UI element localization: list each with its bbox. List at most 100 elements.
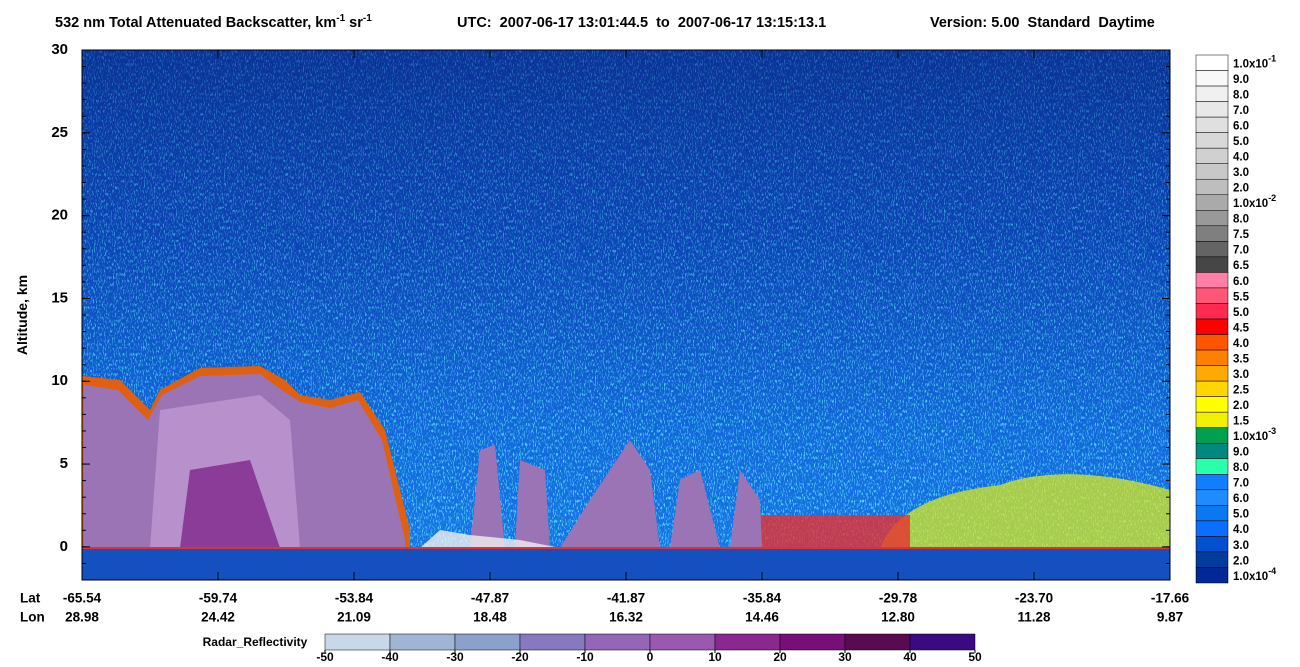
colorbar-box: [1195, 210, 1229, 227]
colorbar-label: 6.0: [1233, 493, 1249, 505]
colorbar-box: [1195, 489, 1229, 506]
radar-tick-label: 20: [773, 650, 787, 664]
colorbar-label: 1.0x10-1: [1233, 54, 1276, 71]
colorbar-box: [1195, 349, 1229, 366]
colorbar-label: 5.0: [1233, 136, 1249, 148]
colorbar-label: 2.0: [1233, 555, 1249, 567]
radar-tick-label: 30: [838, 650, 852, 664]
colorbar-box: [1195, 551, 1229, 568]
title-version: Version: 5.00 Standard Daytime: [930, 15, 1155, 31]
colorbar-label: 6.0: [1233, 120, 1249, 132]
cloud: [470, 440, 762, 548]
radar-colorbar-box: [584, 633, 651, 651]
colorbar-label: 4.5: [1233, 322, 1250, 334]
colorbar-label: 3.0: [1233, 167, 1249, 179]
colorbar-label: 4.0: [1233, 152, 1249, 164]
title: 532 nm Total Attenuated Backscatter, km-…: [55, 13, 1155, 31]
x-row-name: Lon: [20, 610, 45, 625]
radar-colorbar-box: [454, 633, 521, 651]
x-tick-label: -59.74: [199, 591, 238, 606]
colorbar-box: [1195, 54, 1229, 71]
y-tick-label: 20: [51, 207, 68, 224]
radar-label: Radar_Reflectivity: [203, 635, 308, 649]
x-tick-label: 11.28: [1017, 610, 1051, 625]
x-tick-label: 16.32: [609, 610, 643, 625]
x-tick-label: -29.78: [879, 591, 918, 606]
y-axis-label: Altitude, km: [14, 275, 30, 355]
title-utc: UTC: 2007-06-17 13:01:44.5 to 2007-06-17…: [457, 15, 826, 31]
colorbar-box: [1195, 536, 1229, 553]
radar-tick-label: -10: [576, 650, 594, 664]
colorbar-box: [1195, 287, 1229, 304]
x-tick-label: 9.87: [1157, 610, 1183, 625]
colorbar-label: 5.0: [1233, 509, 1249, 521]
colorbar-mantissa: 1.0x10: [1233, 431, 1268, 443]
radar-tick-label: 0: [647, 650, 654, 664]
colorbar-label: 1.0x10-3: [1233, 426, 1276, 443]
cloud-edge: [420, 530, 560, 548]
x-tick-label: -41.87: [607, 591, 645, 606]
colorbar-box: [1195, 520, 1229, 537]
colorbar-label: 1.0x10-4: [1233, 566, 1276, 583]
radar-tick-label: 50: [968, 650, 982, 664]
colorbar-label: 7.0: [1233, 478, 1249, 490]
colorbar-box: [1195, 241, 1229, 258]
colorbar-label: 3.0: [1233, 369, 1249, 381]
x-row-name: Lat: [20, 591, 41, 606]
colorbar-label: 8.0: [1233, 214, 1249, 226]
radar-tick-label: 10: [708, 650, 722, 664]
colorbar-exp: -1: [1268, 54, 1276, 64]
colorbar-box: [1195, 101, 1229, 118]
colorbar-label: 6.5: [1233, 260, 1250, 272]
radar-colorbar-box: [909, 633, 976, 651]
radar-colorbar-box: [714, 633, 781, 651]
colorbar-exp: -3: [1268, 426, 1276, 436]
aerosol-layer: [760, 515, 910, 548]
colorbar-box: [1195, 458, 1229, 475]
y-tick-label: 30: [51, 41, 68, 58]
x-tick-label: 21.09: [337, 610, 371, 625]
radar-tick-label: -40: [381, 650, 399, 664]
x-tick-label: 28.98: [65, 610, 99, 625]
colorbar-box: [1195, 147, 1229, 164]
colorbar-label: 7.0: [1233, 245, 1249, 257]
x-tick-label: 18.48: [473, 610, 507, 625]
colorbar-box: [1195, 272, 1229, 289]
cloud: [180, 460, 280, 548]
x-tick-label: 14.46: [745, 610, 779, 625]
colorbar-label: 4.0: [1233, 338, 1249, 350]
radar-tick-label: -30: [446, 650, 464, 664]
colorbar-label: 7.0: [1233, 105, 1249, 117]
radar-colorbar-box: [844, 633, 911, 651]
x-tick-label: -53.84: [335, 591, 374, 606]
x-tick-label: -47.87: [471, 591, 509, 606]
colorbar-label: 2.5: [1233, 384, 1250, 396]
colorbar-exp: -2: [1268, 193, 1276, 203]
x-tick-label: -35.84: [743, 591, 782, 606]
colorbar-label: 4.0: [1233, 524, 1249, 536]
y-tick-label: 25: [51, 124, 68, 141]
colorbar-box: [1195, 70, 1229, 87]
colorbar-box: [1195, 334, 1229, 351]
title-main: 532 nm Total Attenuated Backscatter, km-…: [55, 13, 372, 31]
x-tick-label: -23.70: [1015, 591, 1053, 606]
radar-colorbar-box: [649, 633, 716, 651]
colorbar-label: 2.0: [1233, 183, 1249, 195]
radar-tick-label: -50: [316, 650, 334, 664]
radar-colorbar-box: [389, 633, 456, 651]
radar-colorbar-box: [519, 633, 586, 651]
title-exp: -1: [336, 13, 345, 24]
colorbar-label: 6.0: [1233, 276, 1249, 288]
colorbar-box: [1195, 116, 1229, 133]
colorbar-label: 2.0: [1233, 400, 1249, 412]
colorbar-box: [1195, 256, 1229, 273]
colorbar-label: 5.5: [1233, 291, 1250, 303]
colorbar-mantissa: 1.0x10: [1233, 571, 1268, 583]
colorbar-box: [1195, 411, 1229, 428]
colorbar-mantissa: 1.0x10: [1233, 198, 1268, 210]
colorbar-label: 1.5: [1233, 416, 1250, 428]
title-text: 532 nm Total Attenuated Backscatter, km: [55, 15, 336, 31]
y-tick-label: 15: [51, 289, 68, 306]
title-text: sr: [345, 15, 363, 31]
y-tick-label: 5: [60, 455, 68, 472]
